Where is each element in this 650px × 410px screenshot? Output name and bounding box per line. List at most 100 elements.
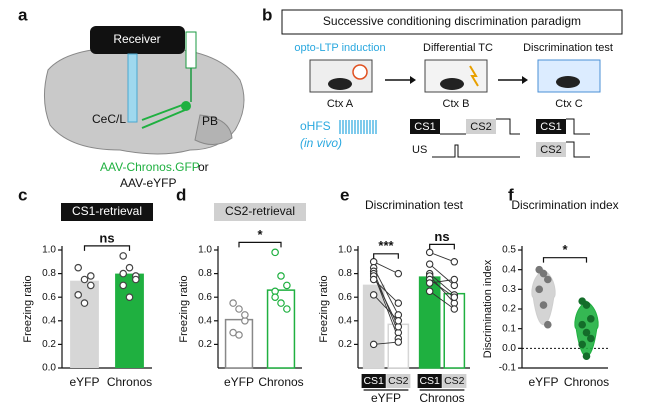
data-point [283,305,291,313]
data-point [271,293,279,302]
paradigm-title-box [281,9,623,35]
panel-label: d [176,185,186,204]
pair-line [373,275,399,327]
mouse [440,78,464,90]
context-label: Ctx C [555,98,583,110]
cue-trace [566,141,590,158]
panel-label: e [340,185,349,204]
data-point [425,279,434,287]
title-box [61,203,153,221]
data-point [425,287,434,296]
data-point [586,334,595,343]
data-point [235,305,243,313]
context-label: Ctx B [443,98,470,110]
data-point [74,291,83,299]
y-tick-label: 0.8 [198,268,212,279]
data-point [283,281,291,290]
data-point [543,320,552,329]
data-point [582,301,591,309]
pair-line [429,290,455,310]
group-label: Chronos [419,391,464,405]
data-point [539,301,548,309]
data-point [369,340,378,349]
data-point [277,272,285,280]
category-box [386,374,411,388]
x-tick-label: Chronos [258,375,303,389]
virus-label: or [198,160,209,174]
data-point [125,263,134,272]
significance-bracket [83,245,131,251]
projection [141,109,186,129]
stim-note: (in vivo) [300,136,342,150]
chart-title: Discrimination test [365,198,464,212]
cue-label: CS1 [540,121,561,133]
data-point [425,248,434,257]
stage-label: Discrimination test [523,42,613,54]
bar [362,284,385,369]
data-point [119,281,128,290]
x-tick-label: CS1 [419,375,440,387]
data-point [578,340,587,349]
stim-label: oHFS [300,119,331,133]
significance-label: *** [378,238,394,253]
y-tick-label: 1.0 [198,245,212,256]
data-point [235,331,243,339]
pair-line [429,273,455,296]
panel-label: a [18,5,28,24]
us-label: US [412,144,427,156]
bar [115,273,144,368]
significance-label: * [562,242,568,257]
y-tick-label: 0.4 [502,264,516,275]
data-point [394,269,403,278]
cue-trace [566,118,590,135]
paradigm: Successive conditioning discrimination p… [281,9,623,158]
data-point [582,352,591,361]
pair-line [429,275,455,304]
syringe [185,31,197,69]
significance-bracket [238,241,282,248]
y-axis-label: Freezing ratio [318,275,330,342]
data-point [87,281,95,290]
data-point [271,248,279,257]
x-tick-label: CS1 [363,375,384,387]
panel-labels: a b c d e f [18,5,514,204]
cue-box [536,142,566,157]
significance-bracket [373,253,399,259]
data-point [229,299,237,307]
category-box [361,374,386,388]
data-point [450,258,459,266]
category-box [417,374,442,388]
data-point [543,275,552,284]
x-tick-label: CS2 [444,375,465,387]
data-point [119,252,128,260]
cue-box [410,119,440,134]
data-point [80,299,89,307]
significance-label: ns [434,229,449,244]
chart-title: Discrimination index [511,198,618,212]
context-label: Ctx A [327,98,354,110]
arrow-head [522,76,528,84]
panel-label: f [508,185,514,204]
cue-box [466,119,496,134]
data-point [450,293,459,301]
virus-label: AAV-Chronos.GFP [100,160,200,174]
arrow-head [410,76,416,84]
cue-label: CS2 [540,144,561,156]
data-point [241,311,249,319]
significance-bracket [429,243,455,250]
cue-label: CS1 [414,121,435,133]
pair-line [429,263,455,286]
data-point [394,338,403,346]
y-axis-label: Discrimination index [482,259,494,358]
y-tick-label: 0.2 [338,339,352,350]
stage-label: opto-LTP induction [294,42,385,54]
data-point [450,275,459,284]
y-tick-label: 1.0 [42,245,56,256]
group-label: eYFP [371,391,401,405]
title-box [214,203,306,221]
receiver [90,26,185,54]
data-point [132,275,140,284]
receiver-label: Receiver [113,32,160,46]
chart-title: CS1-retrieval [72,204,142,218]
